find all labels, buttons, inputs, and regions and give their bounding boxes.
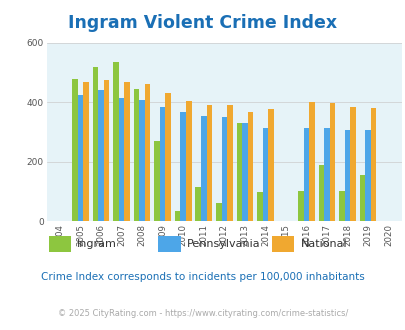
Bar bbox=[139, 100, 145, 221]
Bar bbox=[185, 101, 191, 221]
Text: © 2025 CityRating.com - https://www.cityrating.com/crime-statistics/: © 2025 CityRating.com - https://www.city… bbox=[58, 309, 347, 318]
Bar bbox=[134, 89, 139, 221]
Bar bbox=[256, 192, 262, 221]
Bar bbox=[78, 95, 83, 221]
Bar bbox=[195, 187, 200, 221]
Bar bbox=[165, 93, 171, 221]
Bar bbox=[98, 90, 104, 221]
Bar bbox=[160, 107, 165, 221]
Bar bbox=[329, 104, 335, 221]
Bar bbox=[175, 211, 180, 221]
Bar bbox=[200, 115, 206, 221]
Bar bbox=[221, 117, 226, 221]
Bar bbox=[324, 128, 329, 221]
FancyBboxPatch shape bbox=[49, 236, 71, 252]
Bar bbox=[262, 128, 267, 221]
Bar bbox=[104, 80, 109, 221]
Bar bbox=[247, 112, 253, 221]
Bar bbox=[180, 112, 185, 221]
Bar bbox=[145, 84, 150, 221]
Bar bbox=[338, 191, 344, 221]
Bar bbox=[297, 191, 303, 221]
Bar bbox=[359, 175, 364, 221]
Text: National: National bbox=[300, 239, 346, 249]
Bar bbox=[236, 123, 241, 221]
Bar bbox=[226, 105, 232, 221]
Bar bbox=[124, 82, 130, 221]
Text: Crime Index corresponds to incidents per 100,000 inhabitants: Crime Index corresponds to incidents per… bbox=[41, 272, 364, 282]
Bar bbox=[344, 130, 350, 221]
Bar bbox=[72, 79, 78, 221]
Text: Ingram: Ingram bbox=[77, 239, 117, 249]
Bar bbox=[241, 123, 247, 221]
Bar bbox=[119, 98, 124, 221]
Bar bbox=[303, 127, 309, 221]
Bar bbox=[93, 67, 98, 221]
Bar bbox=[350, 107, 355, 221]
Bar bbox=[113, 62, 119, 221]
Text: Pennsylvania: Pennsylvania bbox=[186, 239, 260, 249]
Bar bbox=[215, 203, 221, 221]
Bar bbox=[154, 141, 160, 221]
Bar bbox=[370, 108, 375, 221]
FancyBboxPatch shape bbox=[158, 236, 180, 252]
Bar bbox=[206, 105, 211, 221]
Text: Ingram Violent Crime Index: Ingram Violent Crime Index bbox=[68, 14, 337, 32]
Bar bbox=[83, 82, 89, 221]
Bar bbox=[267, 110, 273, 221]
Bar bbox=[364, 130, 370, 221]
FancyBboxPatch shape bbox=[271, 236, 294, 252]
Bar bbox=[309, 102, 314, 221]
Bar bbox=[318, 165, 324, 221]
